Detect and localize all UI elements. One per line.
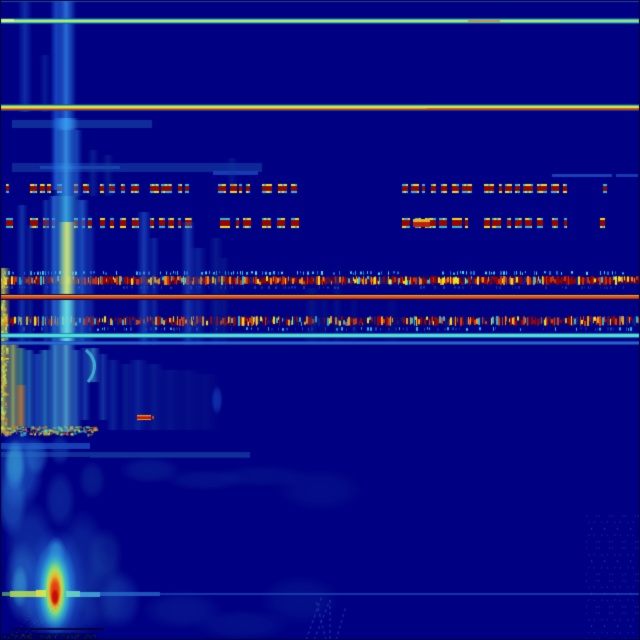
spectrogram-viewer <box>0 0 640 640</box>
spectrogram-heatmap-canvas <box>0 0 640 640</box>
